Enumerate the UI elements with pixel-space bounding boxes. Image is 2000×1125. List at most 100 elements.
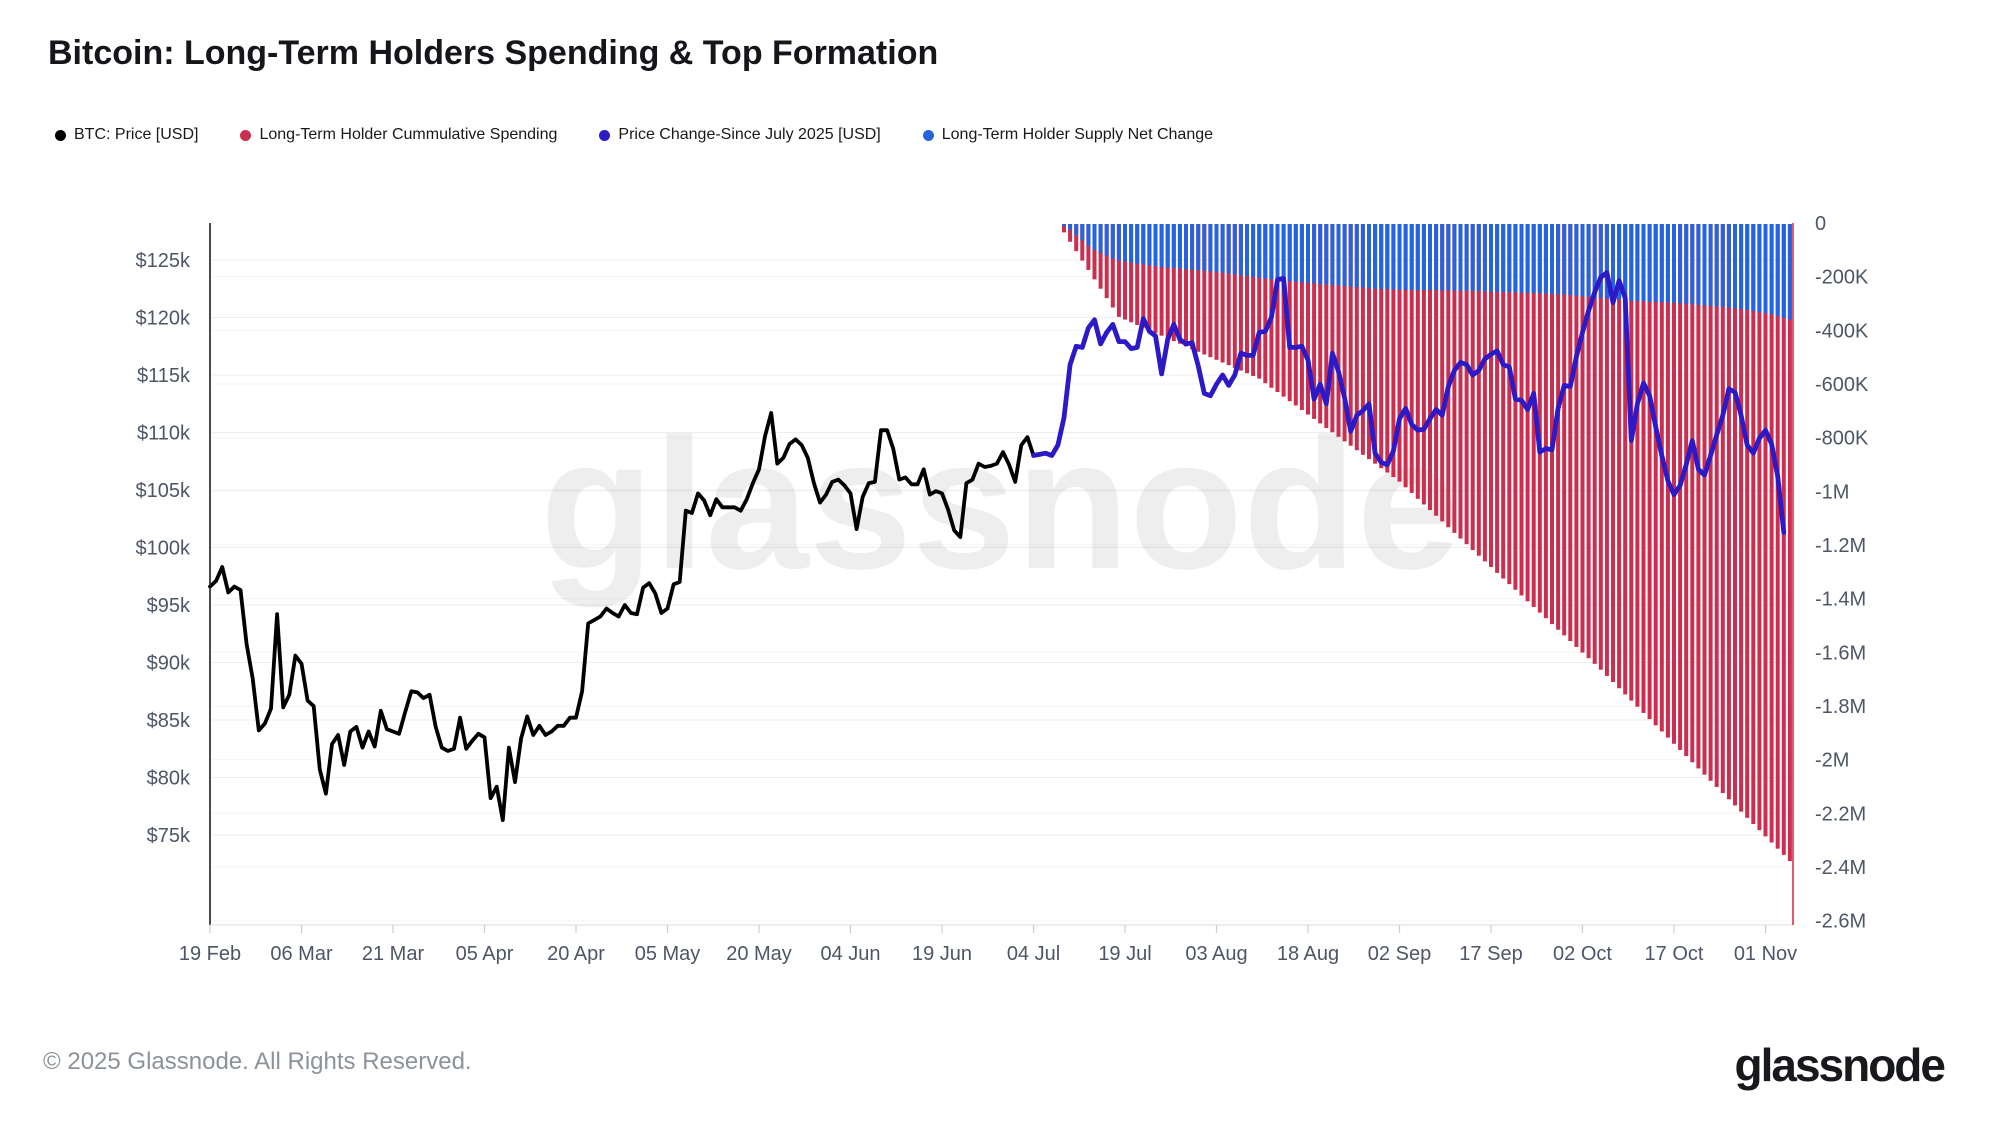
spending-bar [1367, 224, 1371, 460]
spending-bar [1550, 224, 1554, 625]
spending-bar [1611, 224, 1615, 683]
supply-net-change-bar [1123, 224, 1127, 262]
spending-bar [1696, 224, 1701, 769]
spending-bar [1293, 224, 1298, 406]
spending-bar [1177, 224, 1182, 344]
spending-bar [1714, 224, 1719, 787]
spending-bar [1330, 224, 1335, 433]
legend-item-1[interactable]: Long-Term Holder Cummulative Spending [240, 126, 557, 144]
supply-net-change-bar [1562, 224, 1567, 295]
supply-net-change-bar [1257, 224, 1262, 278]
legend-item-0[interactable]: BTC: Price [USD] [55, 126, 198, 144]
supply-net-change-bar [1342, 224, 1347, 287]
supply-net-change-bar [1726, 224, 1731, 308]
supply-net-change-bar [1281, 224, 1286, 281]
supply-net-change-bar [1202, 224, 1207, 271]
supply-net-change-bar [1177, 224, 1182, 269]
right-axis-tick-label: -2M [1815, 750, 1849, 772]
spending-bar [1464, 224, 1469, 545]
left-axis-tick-label: $110k [137, 423, 191, 445]
supply-net-change-bar [1238, 224, 1243, 276]
supply-net-change-bar [1391, 224, 1396, 290]
x-axis-tick-label: 17 Sep [1459, 943, 1522, 965]
supply-net-change-bar [1629, 224, 1634, 301]
legend-marker-icon [599, 129, 611, 141]
spending-bar [1592, 224, 1597, 664]
spending-bar [1184, 224, 1188, 347]
spending-bar [1739, 224, 1744, 812]
x-axis-tick-label: 04 Jun [820, 943, 880, 965]
spending-bar [1647, 224, 1652, 720]
supply-net-change-bar [1659, 224, 1664, 303]
spending-bar [1385, 224, 1390, 473]
spending-bar [1202, 224, 1207, 355]
spending-bar [1470, 224, 1475, 551]
supply-net-change-bar [1495, 224, 1500, 292]
supply-net-change-bar [1190, 224, 1195, 270]
right-axis-tick-label: -1M [1815, 481, 1849, 503]
supply-net-change-bar [1672, 224, 1676, 303]
supply-net-change-bar [1482, 224, 1487, 292]
spending-bar [1537, 224, 1542, 613]
supply-net-change-bar [1464, 224, 1469, 291]
supply-net-change-bar [1665, 224, 1670, 303]
supply-net-change-bar [1507, 224, 1512, 293]
page-title: Bitcoin: Long-Term Holders Spending & To… [48, 34, 939, 72]
x-axis-tick-label: 19 Jun [912, 943, 972, 965]
supply-net-change-bar [1647, 224, 1652, 302]
supply-net-change-bar [1263, 224, 1268, 279]
axes [209, 223, 1794, 933]
x-axis-tick-label: 20 May [726, 943, 792, 965]
btc-price-line [208, 410, 1060, 822]
spending-bar [1129, 224, 1134, 323]
spending-bar [1501, 224, 1506, 579]
supply-net-change-bar [1251, 224, 1256, 277]
supply-net-change-bar [1501, 224, 1506, 293]
spending-bar [1245, 224, 1249, 374]
supply-net-change-bar [1397, 224, 1402, 290]
right-axis-tick-label: -2.4M [1815, 857, 1866, 879]
spending-bar [1452, 224, 1457, 533]
supply-net-change-bar [1226, 224, 1231, 274]
spending-bar [1141, 224, 1146, 328]
supply-net-change-bar [1604, 224, 1609, 299]
supply-net-change-bar [1324, 224, 1329, 285]
spending-bar [1574, 224, 1579, 647]
supply-net-change-bar [1757, 224, 1762, 313]
spending-bar [1751, 224, 1756, 824]
x-axis-tick-label: 01 Nov [1734, 943, 1797, 965]
legend-item-3[interactable]: Long-Term Holder Supply Net Change [922, 126, 1213, 144]
spending-bar [1251, 224, 1256, 376]
supply-net-change-bar [1550, 224, 1554, 294]
spending-bar [1434, 224, 1439, 516]
legend-marker-icon [240, 129, 252, 141]
spending-bar [1617, 224, 1622, 689]
supply-net-change-bar [1556, 224, 1561, 295]
supply-net-change-bar [1543, 224, 1548, 294]
spending-bar [1787, 224, 1792, 862]
right-axis-tick-label: -1.2M [1815, 535, 1866, 557]
spending-bar [1708, 224, 1713, 781]
spending-bar [1159, 224, 1164, 336]
btc-price-polyline [208, 410, 1060, 822]
spending-bar [1543, 224, 1548, 619]
spending-bar [1641, 224, 1646, 713]
spending-bar [1324, 224, 1329, 428]
legend-item-2[interactable]: Price Change-Since July 2025 [USD] [599, 126, 881, 144]
supply-net-change-bar [1702, 224, 1707, 306]
spending-bar [1757, 224, 1762, 831]
right-axis-tick-label: -2.6M [1815, 911, 1866, 933]
spending-bar [1263, 224, 1268, 384]
spending-bar [1745, 224, 1750, 818]
supply-net-change-bar [1641, 224, 1646, 302]
price-change-line [1031, 270, 1787, 535]
supply-net-change-bar [1062, 224, 1066, 226]
spending-bar [1348, 224, 1353, 446]
x-axis-tick-label: 05 May [635, 943, 701, 965]
supply-net-change-bar [1147, 224, 1152, 266]
spending-bar [1379, 224, 1384, 469]
supply-net-change-bar [1781, 224, 1786, 318]
right-axis-tick-label: 0 [1815, 213, 1826, 235]
